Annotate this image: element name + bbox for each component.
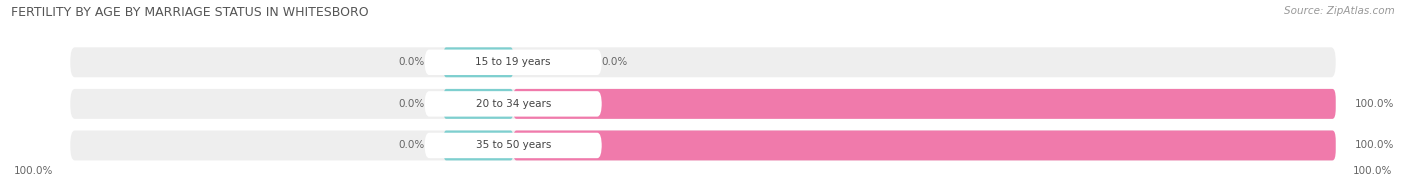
Text: 0.0%: 0.0% xyxy=(398,141,425,151)
FancyBboxPatch shape xyxy=(425,91,602,117)
FancyBboxPatch shape xyxy=(444,131,513,160)
FancyBboxPatch shape xyxy=(70,47,1336,77)
FancyBboxPatch shape xyxy=(70,89,1336,119)
Text: 0.0%: 0.0% xyxy=(398,99,425,109)
Text: 15 to 19 years: 15 to 19 years xyxy=(475,57,551,67)
Text: 0.0%: 0.0% xyxy=(602,57,628,67)
Text: Source: ZipAtlas.com: Source: ZipAtlas.com xyxy=(1284,6,1395,16)
FancyBboxPatch shape xyxy=(425,133,602,158)
Text: 100.0%: 100.0% xyxy=(1353,166,1392,176)
Text: 100.0%: 100.0% xyxy=(14,166,53,176)
FancyBboxPatch shape xyxy=(513,131,1336,160)
FancyBboxPatch shape xyxy=(70,131,1336,160)
Text: 0.0%: 0.0% xyxy=(398,57,425,67)
Text: 100.0%: 100.0% xyxy=(1355,141,1395,151)
Text: 100.0%: 100.0% xyxy=(1355,99,1395,109)
Text: FERTILITY BY AGE BY MARRIAGE STATUS IN WHITESBORO: FERTILITY BY AGE BY MARRIAGE STATUS IN W… xyxy=(11,6,368,19)
FancyBboxPatch shape xyxy=(444,89,513,119)
FancyBboxPatch shape xyxy=(425,50,602,75)
Text: 35 to 50 years: 35 to 50 years xyxy=(475,141,551,151)
FancyBboxPatch shape xyxy=(444,47,513,77)
FancyBboxPatch shape xyxy=(513,89,1336,119)
Text: 20 to 34 years: 20 to 34 years xyxy=(475,99,551,109)
